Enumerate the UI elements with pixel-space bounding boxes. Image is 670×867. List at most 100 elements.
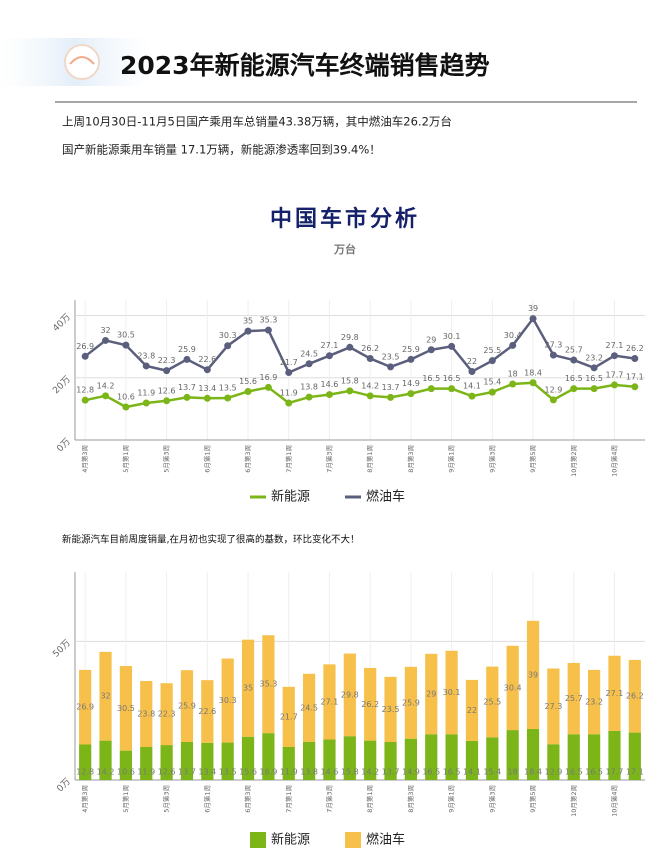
- data-label: 17.1: [626, 768, 644, 777]
- data-label: 15.6: [239, 377, 257, 386]
- bar-segment: [445, 734, 458, 780]
- bar-segment: [608, 730, 621, 780]
- bar-segment: [364, 667, 377, 741]
- data-label: 11.9: [137, 388, 155, 397]
- x-tick-label: 7月第3周: [324, 445, 333, 473]
- data-label: 14.2: [361, 768, 379, 777]
- data-label: 13.7: [178, 383, 196, 392]
- x-tick-label: 6月第1周: [202, 445, 211, 473]
- data-label: 10.6: [117, 393, 135, 402]
- data-label: 29.8: [341, 690, 359, 699]
- point: [387, 393, 395, 401]
- data-label: 18: [508, 370, 518, 379]
- bar-segment: [364, 740, 377, 780]
- logo-mark: [69, 56, 95, 65]
- bar-segment: [628, 659, 641, 733]
- bar-segment: [99, 651, 112, 741]
- x-tick-label: 9月第1周: [447, 785, 456, 813]
- x-tick-label: 4月第3周: [80, 445, 89, 473]
- data-label: 26.9: [76, 342, 94, 351]
- data-label: 23.8: [137, 351, 155, 360]
- bar-segment: [201, 680, 214, 743]
- data-label: 25.9: [178, 702, 196, 711]
- x-tick-label: 7月第1周: [284, 785, 293, 813]
- bar-segment: [79, 669, 92, 745]
- bar-segment: [445, 650, 458, 735]
- data-label: 35.3: [259, 680, 277, 689]
- bar-segment: [323, 664, 336, 740]
- point: [305, 393, 313, 401]
- data-label: 32: [100, 326, 110, 335]
- point: [244, 387, 252, 395]
- bar-segment: [119, 666, 132, 751]
- bar-segment: [262, 635, 275, 734]
- chart-title: 中国车市分析: [270, 206, 420, 232]
- data-label: 24.5: [300, 703, 318, 712]
- bar-segment: [241, 639, 255, 737]
- point: [305, 360, 313, 368]
- data-label: 17.7: [606, 768, 624, 777]
- data-label: 29: [426, 335, 436, 344]
- bar-segment: [160, 745, 173, 780]
- legend-label: 燃油车: [366, 489, 405, 505]
- data-label: 22.3: [158, 710, 176, 719]
- data-label: 13.7: [382, 383, 400, 392]
- data-label: 12.9: [544, 385, 562, 394]
- point: [285, 399, 293, 407]
- point: [346, 343, 354, 351]
- data-label: 13.4: [198, 768, 216, 777]
- data-label: 21.7: [280, 712, 298, 721]
- data-label: 25.9: [402, 345, 420, 354]
- data-label: 25.5: [483, 346, 501, 355]
- data-label: 22.6: [198, 707, 216, 716]
- data-label: 32: [100, 692, 110, 701]
- point: [346, 387, 354, 395]
- x-tick-label: 10月第4周: [609, 445, 618, 477]
- point: [610, 381, 618, 389]
- bar-segment: [404, 666, 417, 739]
- x-tick-label: 5月第3周: [162, 445, 171, 473]
- data-label: 26.2: [361, 700, 379, 709]
- bar-segment: [160, 683, 173, 746]
- data-label: 26.2: [361, 344, 379, 353]
- point: [529, 315, 537, 323]
- point: [448, 342, 456, 350]
- data-label: 16.5: [565, 374, 583, 383]
- x-tick-label: 5月第1周: [121, 785, 130, 813]
- point: [590, 364, 598, 372]
- data-label: 13.5: [219, 768, 237, 777]
- data-label: 24.5: [300, 349, 318, 358]
- bar-segment: [547, 744, 560, 780]
- bar-segment: [303, 673, 316, 742]
- data-label: 30.1: [443, 688, 461, 697]
- bar-segment: [486, 666, 499, 738]
- bar-segment: [262, 733, 275, 780]
- data-label: 35: [243, 684, 253, 693]
- bar-segment: [547, 668, 560, 745]
- data-label: 18.4: [524, 768, 542, 777]
- point: [549, 396, 557, 404]
- bar-segment: [567, 662, 580, 735]
- data-label: 12.6: [158, 768, 176, 777]
- x-tick-label: 10月第2周: [569, 445, 578, 477]
- data-label: 15.8: [341, 376, 359, 385]
- series-line: [84, 316, 635, 375]
- data-label: 25.9: [402, 698, 420, 707]
- data-label: 16.5: [443, 374, 461, 383]
- data-label: 25.9: [178, 345, 196, 354]
- data-label: 22.6: [198, 355, 216, 364]
- point: [631, 383, 639, 391]
- bar-segment: [282, 746, 295, 780]
- data-label: 21.7: [280, 358, 298, 367]
- point: [203, 394, 211, 402]
- bar-segment: [384, 676, 397, 743]
- x-tick-label: 9月第3周: [487, 785, 496, 813]
- data-label: 14.1: [463, 768, 481, 777]
- x-tick-label: 8月第3周: [406, 445, 415, 473]
- point: [122, 341, 130, 349]
- data-label: 27.1: [321, 697, 339, 706]
- point: [387, 363, 395, 371]
- bar-segment: [221, 742, 234, 780]
- data-label: 16.9: [259, 373, 277, 382]
- data-label: 12.8: [76, 768, 94, 777]
